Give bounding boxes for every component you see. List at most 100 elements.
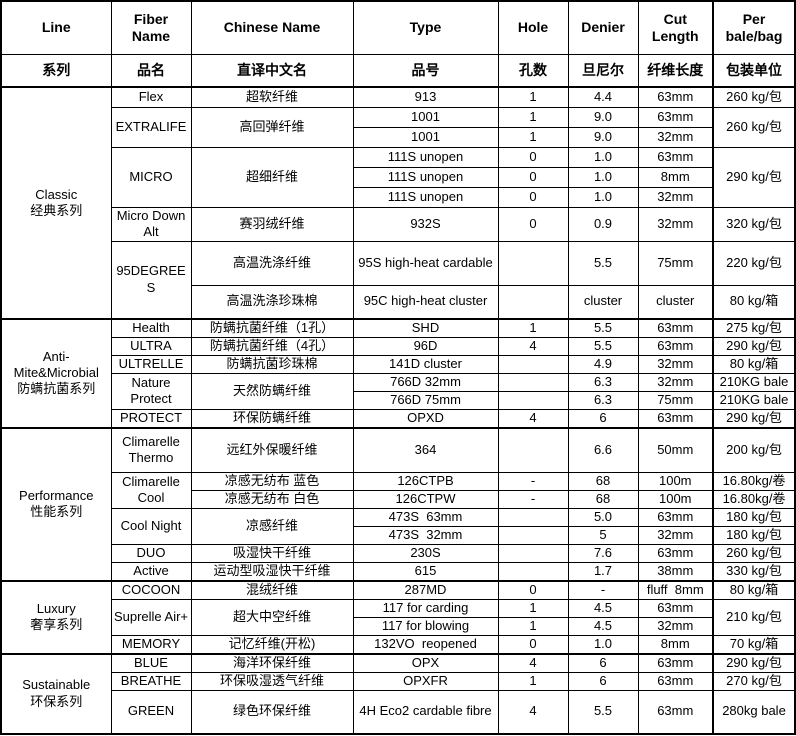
- cell-type: 111S unopen: [352, 167, 499, 188]
- cell-cut: 32mm: [637, 127, 714, 148]
- line-zh: 防螨抗菌系列: [17, 381, 96, 397]
- cell-type: 932S: [352, 207, 499, 242]
- cell-chinese: 凉感无纺布 白色: [190, 489, 354, 509]
- cell-cut: 75mm: [637, 240, 714, 286]
- cell-per: 270 kg/包: [712, 671, 796, 691]
- cell-per: 260 kg/包: [712, 86, 796, 108]
- cell-type: 615: [352, 561, 499, 581]
- cell-hole: -: [497, 489, 569, 509]
- cell-cut: 63mm: [637, 147, 714, 168]
- line-zh: 环保系列: [30, 693, 83, 709]
- cell-chinese: 天然防螨纤维: [190, 372, 354, 410]
- cell-type: 766D 75mm: [352, 390, 499, 410]
- cell-denier: 4.5: [567, 598, 639, 618]
- cell-denier: 5.5: [567, 317, 639, 338]
- cell-denier: 6.6: [567, 426, 639, 473]
- cell-per: 280kg bale: [712, 689, 796, 734]
- cell-hole: 1: [497, 317, 569, 338]
- cell-fiber: PROTECT: [110, 408, 192, 428]
- cell-line-sustainable: Sustainable 环保系列: [0, 652, 112, 734]
- cell-chinese: 凉感无纺布 蓝色: [190, 471, 354, 491]
- col-header-line-zh: 系列: [0, 54, 112, 88]
- line-en: Classic: [35, 186, 78, 202]
- cell-chinese: 高回弹纤维: [190, 107, 354, 148]
- cell-denier: 1.0: [567, 634, 639, 654]
- table-row: 高温洗涤珍珠棉 95C high-heat cluster cluster cl…: [1, 284, 796, 319]
- table-row: Cool Night 凉感纤维 473S 63mm 5.0 63mm 180 k…: [1, 507, 796, 545]
- line-en: Anti-Mite&Microbial: [13, 348, 99, 380]
- cell-type: 287MD: [352, 579, 499, 600]
- cell-type: 96D: [352, 336, 499, 356]
- cell-chinese: 赛羽绒纤维: [190, 207, 354, 242]
- cell-hole: [497, 507, 569, 527]
- cell-line-antimite: Anti-Mite&Microbial 防螨抗菌系列: [0, 317, 112, 428]
- col-header-denier-zh: 旦尼尔: [567, 54, 639, 88]
- cell-denier: 5.5: [567, 240, 639, 286]
- cell-denier: 9.0: [567, 107, 639, 128]
- cell-type: 913: [352, 86, 499, 108]
- cell-fiber: ULTRA: [110, 336, 192, 356]
- cell-type: 1001: [352, 107, 499, 128]
- cell-type: 473S 63mm: [352, 507, 499, 527]
- cell-per: 16.80kg/卷: [712, 471, 796, 491]
- cell-denier: 5.0: [567, 507, 639, 527]
- cell-denier: 7.6: [567, 543, 639, 563]
- cell-per: 80 kg/箱: [712, 579, 796, 600]
- cell-cut: 38mm: [637, 561, 714, 581]
- cell-hole: [497, 426, 569, 473]
- cell-denier: 5.5: [567, 689, 639, 734]
- cell-denier: 1.0: [567, 147, 639, 168]
- cell-type: 117 for carding: [352, 598, 499, 618]
- cell-fiber: EXTRALIFE: [110, 107, 192, 148]
- cell-per: 290 kg/包: [712, 408, 796, 428]
- cell-per: 80 kg/箱: [712, 354, 796, 374]
- cell-hole: [497, 390, 569, 410]
- cell-cut: 63mm: [637, 317, 714, 338]
- cell-chinese: 凉感纤维: [190, 507, 354, 545]
- cell-per: 210 kg/包: [712, 598, 796, 636]
- cell-cut: 63mm: [637, 689, 714, 734]
- cell-hole: 0: [497, 634, 569, 654]
- cell-cut: 32mm: [637, 525, 714, 545]
- cell-type: 141D cluster: [352, 354, 499, 374]
- cell-per: 16.80kg/卷: [712, 489, 796, 509]
- cell-cut: 100m: [637, 489, 714, 509]
- cell-fiber: 95DEGREES: [110, 240, 192, 319]
- cell-fiber: Health: [110, 317, 192, 338]
- table-row: Climarelle Cool 凉感无纺布 蓝色 126CTPB - 68 10…: [1, 471, 796, 509]
- table-row: Suprelle Air+ 超大中空纤维 117 for carding 1 4…: [1, 598, 796, 636]
- header-row-zh: 系列 品名 直译中文名 品号 孔数 旦尼尔 纤维长度 包装单位: [0, 54, 796, 88]
- cell-cut: 8mm: [637, 167, 714, 188]
- cell-fiber: Active: [110, 561, 192, 581]
- cell-hole: 0: [497, 147, 569, 168]
- col-header-type-zh: 品号: [352, 54, 499, 88]
- cell-fiber: DUO: [110, 543, 192, 563]
- cell-hole: [497, 543, 569, 563]
- cell-hole: 4: [497, 652, 569, 673]
- cell-hole: [497, 284, 569, 319]
- cell-denier: 6: [567, 652, 639, 673]
- cell-hole: [497, 561, 569, 581]
- cell-fiber: Cool Night: [110, 507, 192, 545]
- table-row: 117 for blowing 1 4.5 32mm: [1, 616, 795, 636]
- cell-hole: 4: [497, 689, 569, 734]
- cell-chinese: 混绒纤维: [190, 579, 354, 600]
- cell-type: 4H Eco2 cardable fibre: [352, 689, 499, 734]
- cell-type: SHD: [352, 317, 499, 338]
- cell-chinese: 高温洗涤珍珠棉: [190, 284, 354, 319]
- table-row: ULTRELLE 防螨抗菌珍珠棉 141D cluster 4.9 32mm 8…: [1, 354, 796, 374]
- cell-hole: 4: [497, 336, 569, 356]
- table-row: Classic 经典系列 Flex 超软纤维 913 1 4.4 63mm 260…: [0, 86, 796, 319]
- cell-per: 180 kg/包: [712, 525, 796, 545]
- cell-cut: 32mm: [637, 187, 714, 208]
- line-en: Sustainable: [22, 677, 91, 693]
- cell-type: 95S high-heat cardable: [352, 240, 499, 286]
- cell-chinese: 吸湿快干纤维: [190, 543, 354, 563]
- cell-hole: [497, 372, 569, 392]
- cell-cut: 100m: [637, 471, 714, 491]
- cell-per: 70 kg/箱: [712, 634, 796, 654]
- cell-denier: 1.0: [567, 167, 639, 188]
- line-zh: 经典系列: [30, 202, 83, 218]
- line-zh: 性能系列: [30, 504, 83, 519]
